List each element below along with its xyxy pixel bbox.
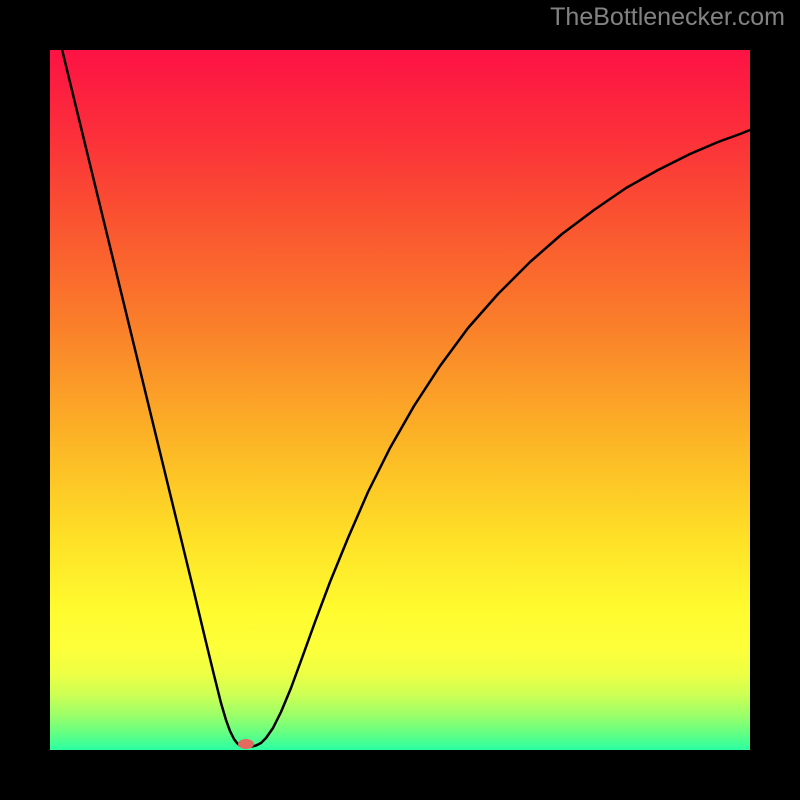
chart-container: { "canvas": { "width": 800, "height": 80… xyxy=(0,0,800,800)
watermark-text: TheBottlenecker.com xyxy=(550,3,785,32)
curve-layer xyxy=(0,0,800,800)
bottleneck-curve xyxy=(50,0,750,747)
minimum-marker-dot xyxy=(238,739,254,749)
